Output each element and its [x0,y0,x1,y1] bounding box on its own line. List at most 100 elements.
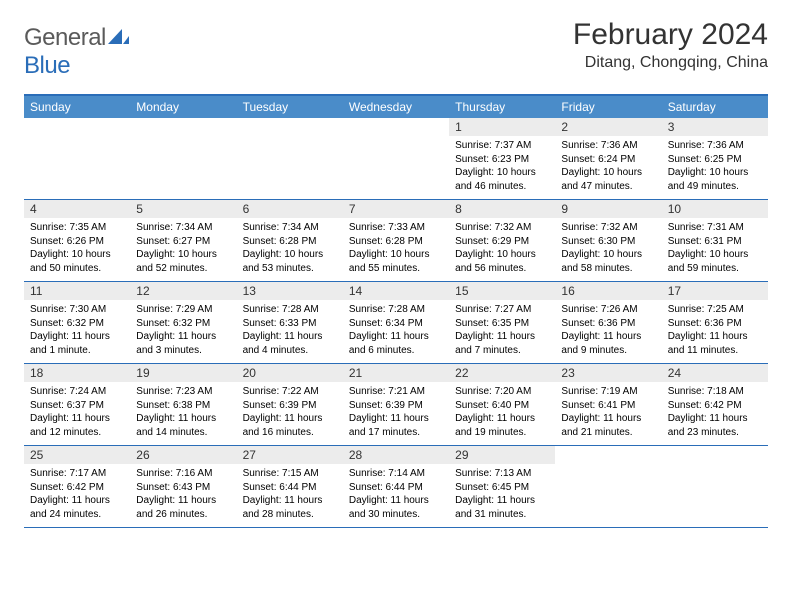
sunset-text: Sunset: 6:33 PM [243,317,337,331]
calendar-cell [343,118,449,199]
calendar-cell: 10Sunrise: 7:31 AMSunset: 6:31 PMDayligh… [662,200,768,281]
sunrise-text: Sunrise: 7:28 AM [243,303,337,317]
cell-body: Sunrise: 7:25 AMSunset: 6:36 PMDaylight:… [662,300,768,363]
daylight-text: Daylight: 11 hours and 9 minutes. [561,330,655,357]
sunrise-text: Sunrise: 7:21 AM [349,385,443,399]
calendar-cell [24,118,130,199]
cell-body: Sunrise: 7:26 AMSunset: 6:36 PMDaylight:… [555,300,661,363]
sunrise-text: Sunrise: 7:34 AM [136,221,230,235]
calendar-cell: 27Sunrise: 7:15 AMSunset: 6:44 PMDayligh… [237,446,343,527]
calendar-cell [555,446,661,527]
sunrise-text: Sunrise: 7:15 AM [243,467,337,481]
daylight-text: Daylight: 11 hours and 11 minutes. [668,330,762,357]
sunset-text: Sunset: 6:44 PM [243,481,337,495]
day-header: Friday [555,96,661,118]
cell-body: Sunrise: 7:35 AMSunset: 6:26 PMDaylight:… [24,218,130,281]
day-number: 9 [555,200,661,218]
sunrise-text: Sunrise: 7:13 AM [455,467,549,481]
cell-body: Sunrise: 7:22 AMSunset: 6:39 PMDaylight:… [237,382,343,445]
day-number: 28 [343,446,449,464]
sunrise-text: Sunrise: 7:19 AM [561,385,655,399]
sunset-text: Sunset: 6:32 PM [136,317,230,331]
sunset-text: Sunset: 6:23 PM [455,153,549,167]
day-number: 15 [449,282,555,300]
cell-body: Sunrise: 7:19 AMSunset: 6:41 PMDaylight:… [555,382,661,445]
sunrise-text: Sunrise: 7:32 AM [561,221,655,235]
day-headers-row: SundayMondayTuesdayWednesdayThursdayFrid… [24,96,768,118]
day-number: 23 [555,364,661,382]
sunset-text: Sunset: 6:44 PM [349,481,443,495]
sunset-text: Sunset: 6:39 PM [349,399,443,413]
sunrise-text: Sunrise: 7:22 AM [243,385,337,399]
sunrise-text: Sunrise: 7:23 AM [136,385,230,399]
cell-body: Sunrise: 7:33 AMSunset: 6:28 PMDaylight:… [343,218,449,281]
sunrise-text: Sunrise: 7:34 AM [243,221,337,235]
cell-body: Sunrise: 7:36 AMSunset: 6:24 PMDaylight:… [555,136,661,199]
daylight-text: Daylight: 11 hours and 31 minutes. [455,494,549,521]
daylight-text: Daylight: 10 hours and 53 minutes. [243,248,337,275]
week-row: 4Sunrise: 7:35 AMSunset: 6:26 PMDaylight… [24,200,768,282]
calendar-cell: 9Sunrise: 7:32 AMSunset: 6:30 PMDaylight… [555,200,661,281]
cell-body: Sunrise: 7:27 AMSunset: 6:35 PMDaylight:… [449,300,555,363]
sunrise-text: Sunrise: 7:35 AM [30,221,124,235]
day-number: 26 [130,446,236,464]
cell-body: Sunrise: 7:28 AMSunset: 6:34 PMDaylight:… [343,300,449,363]
sunset-text: Sunset: 6:43 PM [136,481,230,495]
sunrise-text: Sunrise: 7:32 AM [455,221,549,235]
calendar-cell: 1Sunrise: 7:37 AMSunset: 6:23 PMDaylight… [449,118,555,199]
logo-blue-text: Blue [24,52,70,79]
cell-body: Sunrise: 7:16 AMSunset: 6:43 PMDaylight:… [130,464,236,527]
daylight-text: Daylight: 11 hours and 30 minutes. [349,494,443,521]
daylight-text: Daylight: 11 hours and 6 minutes. [349,330,443,357]
day-number: 7 [343,200,449,218]
sunset-text: Sunset: 6:25 PM [668,153,762,167]
logo: GeneralBlue [24,18,130,80]
sunrise-text: Sunrise: 7:17 AM [30,467,124,481]
sail-icon [108,24,130,52]
day-header: Monday [130,96,236,118]
sunset-text: Sunset: 6:40 PM [455,399,549,413]
calendar-cell: 14Sunrise: 7:28 AMSunset: 6:34 PMDayligh… [343,282,449,363]
daylight-text: Daylight: 11 hours and 24 minutes. [30,494,124,521]
location: Ditang, Chongqing, China [573,54,768,72]
sunset-text: Sunset: 6:24 PM [561,153,655,167]
calendar-cell: 29Sunrise: 7:13 AMSunset: 6:45 PMDayligh… [449,446,555,527]
sunrise-text: Sunrise: 7:37 AM [455,139,549,153]
sunset-text: Sunset: 6:35 PM [455,317,549,331]
sunrise-text: Sunrise: 7:16 AM [136,467,230,481]
day-number: 8 [449,200,555,218]
sunrise-text: Sunrise: 7:33 AM [349,221,443,235]
calendar-cell: 15Sunrise: 7:27 AMSunset: 6:35 PMDayligh… [449,282,555,363]
cell-body: Sunrise: 7:37 AMSunset: 6:23 PMDaylight:… [449,136,555,199]
week-row: 1Sunrise: 7:37 AMSunset: 6:23 PMDaylight… [24,118,768,200]
cell-body: Sunrise: 7:28 AMSunset: 6:33 PMDaylight:… [237,300,343,363]
daylight-text: Daylight: 10 hours and 58 minutes. [561,248,655,275]
cell-body: Sunrise: 7:18 AMSunset: 6:42 PMDaylight:… [662,382,768,445]
sunset-text: Sunset: 6:42 PM [668,399,762,413]
calendar-cell: 19Sunrise: 7:23 AMSunset: 6:38 PMDayligh… [130,364,236,445]
daylight-text: Daylight: 11 hours and 23 minutes. [668,412,762,439]
sunrise-text: Sunrise: 7:27 AM [455,303,549,317]
day-number: 21 [343,364,449,382]
calendar-cell: 6Sunrise: 7:34 AMSunset: 6:28 PMDaylight… [237,200,343,281]
sunset-text: Sunset: 6:26 PM [30,235,124,249]
day-number: 11 [24,282,130,300]
daylight-text: Daylight: 10 hours and 47 minutes. [561,166,655,193]
cell-body: Sunrise: 7:32 AMSunset: 6:30 PMDaylight:… [555,218,661,281]
sunrise-text: Sunrise: 7:24 AM [30,385,124,399]
daylight-text: Daylight: 11 hours and 3 minutes. [136,330,230,357]
header: GeneralBlue February 2024 Ditang, Chongq… [24,18,768,80]
calendar-cell [237,118,343,199]
day-number: 19 [130,364,236,382]
sunset-text: Sunset: 6:45 PM [455,481,549,495]
cell-body: Sunrise: 7:14 AMSunset: 6:44 PMDaylight:… [343,464,449,527]
cell-body: Sunrise: 7:34 AMSunset: 6:27 PMDaylight:… [130,218,236,281]
calendar-cell: 26Sunrise: 7:16 AMSunset: 6:43 PMDayligh… [130,446,236,527]
calendar-cell: 23Sunrise: 7:19 AMSunset: 6:41 PMDayligh… [555,364,661,445]
daylight-text: Daylight: 11 hours and 7 minutes. [455,330,549,357]
sunset-text: Sunset: 6:32 PM [30,317,124,331]
day-number: 22 [449,364,555,382]
day-number: 2 [555,118,661,136]
week-row: 18Sunrise: 7:24 AMSunset: 6:37 PMDayligh… [24,364,768,446]
day-number: 25 [24,446,130,464]
